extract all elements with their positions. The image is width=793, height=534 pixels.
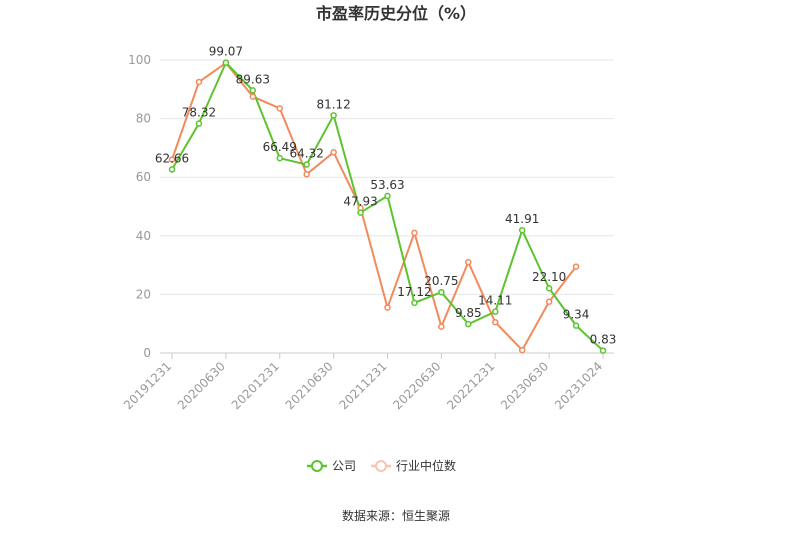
data-point [276, 105, 283, 112]
y-tick-label: 60 [136, 170, 151, 184]
data-point [249, 93, 257, 100]
data-point [384, 304, 391, 311]
legend-item-0[interactable]: 公司 [307, 459, 356, 473]
data-label: 22.10 [532, 270, 566, 284]
x-tick-label: 20200630 [175, 359, 228, 412]
data-point [438, 288, 445, 296]
x-tick-label: 20201231 [229, 359, 282, 412]
x-tick-label: 20210630 [283, 359, 336, 412]
x-tick-label: 20220630 [390, 359, 443, 412]
data-point [195, 78, 203, 86]
data-point [384, 192, 391, 200]
chart-title: 市盈率历史分位（%） [316, 4, 476, 23]
data-point [411, 229, 418, 237]
legend-marker [375, 460, 387, 472]
data-point [195, 120, 203, 127]
data-label: 0.83 [590, 333, 617, 347]
x-axis: 20191231 20200630 20201231 20210630 20211231… [121, 353, 605, 412]
data-point [357, 209, 364, 216]
data-label: 53.63 [370, 178, 404, 192]
data-point [518, 226, 526, 234]
x-tick-label: 20231024 [552, 359, 605, 412]
data-label: 81.12 [316, 97, 350, 111]
data-point [492, 318, 499, 326]
data-point [545, 298, 553, 305]
data-label: 66.49 [263, 140, 297, 154]
data-label: 62.66 [155, 151, 189, 165]
data-point [438, 323, 445, 330]
data-label: 9.34 [563, 308, 590, 322]
x-tick-label: 20221231 [444, 359, 497, 412]
y-axis: 0 20 40 60 80 100 [128, 53, 151, 360]
data-point [545, 284, 553, 292]
y-tick-label: 0 [143, 346, 151, 360]
series-line-1 [171, 61, 577, 352]
data-point [330, 149, 337, 156]
data-label: 64.32 [290, 147, 324, 161]
data-point [465, 320, 472, 328]
data-point [168, 166, 176, 173]
data-point [572, 263, 580, 270]
data-point [518, 346, 526, 354]
data-label: 9.85 [455, 306, 482, 320]
x-tick-label: 20211231 [337, 359, 390, 412]
y-tick-label: 100 [128, 53, 151, 67]
data-point [492, 308, 499, 315]
data-label: 17.12 [397, 285, 431, 299]
data-point [411, 299, 418, 307]
data-point [249, 87, 257, 94]
data-point [276, 154, 283, 162]
legend[interactable]: 公司 行业中位数 [307, 458, 456, 473]
legend-marker [311, 460, 323, 472]
data-point [330, 112, 337, 119]
data-point [222, 59, 230, 66]
legend-label: 行业中位数 [396, 458, 456, 473]
data-label: 47.93 [343, 195, 377, 209]
data-label: 99.07 [209, 45, 243, 59]
legend-item-1[interactable]: 行业中位数 [371, 458, 456, 473]
y-tick-label: 20 [136, 287, 151, 301]
data-point [303, 161, 310, 168]
data-point [599, 347, 607, 354]
data-label: 20.75 [424, 274, 458, 288]
data-label: 89.63 [236, 72, 270, 86]
data-point [465, 258, 472, 266]
data-label: 41.91 [505, 212, 539, 226]
x-tick-label: 20230630 [498, 359, 551, 412]
y-tick-label: 80 [136, 112, 151, 126]
series-points [168, 59, 607, 354]
data-label: 14.11 [478, 294, 512, 308]
data-point [168, 156, 176, 163]
source-note: 数据来源：恒生聚源 [342, 508, 450, 523]
data-label: 78.32 [182, 106, 216, 120]
y-tick-label: 40 [136, 229, 151, 243]
data-point [572, 322, 580, 329]
grid [160, 59, 614, 354]
data-point [303, 171, 310, 178]
legend-label: 公司 [332, 459, 356, 473]
x-tick-label: 20191231 [121, 359, 174, 412]
